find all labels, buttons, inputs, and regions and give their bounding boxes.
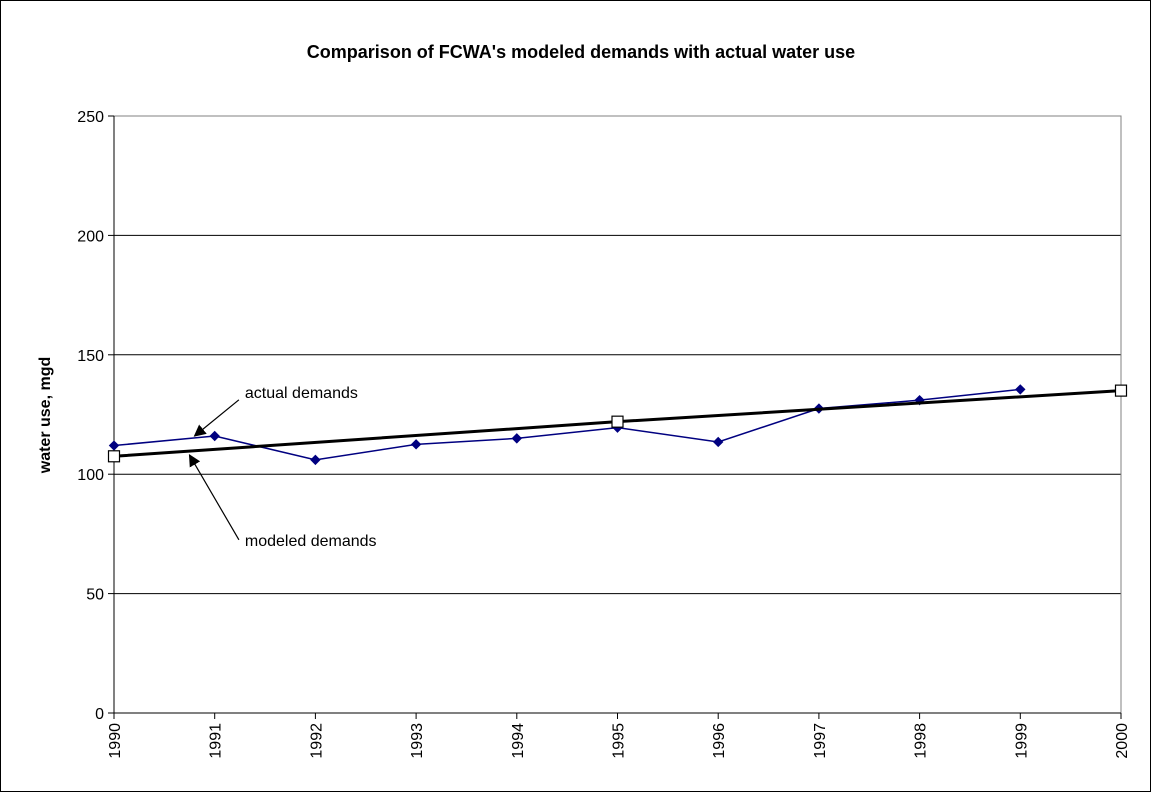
chart-title: Comparison of FCWA's modeled demands wit… xyxy=(307,42,855,62)
point-modeled-2000 xyxy=(1114,384,1128,397)
annotation-arrow-actual xyxy=(193,399,240,437)
annotation-label-actual: actual demands xyxy=(245,385,358,402)
x-axis: 1990 1991 1992 1993 1994 1995 1996 1997 1998 1999… xyxy=(107,712,1131,759)
x-tick-label-2000: 2000 xyxy=(1114,723,1131,759)
gridlines xyxy=(114,115,1121,595)
x-tick-label-1992: 1992 xyxy=(308,723,325,759)
y-tick-label-50: 50 xyxy=(86,587,104,604)
point-actual-1994 xyxy=(511,433,523,444)
x-tick-label-1996: 1996 xyxy=(711,723,728,759)
x-tick-label-1991: 1991 xyxy=(208,723,225,759)
point-actual-1990 xyxy=(108,440,120,451)
point-actual-1991 xyxy=(209,430,220,442)
point-actual-1996 xyxy=(712,436,724,448)
x-tick-label-1997: 1997 xyxy=(812,723,829,759)
x-tick-label-1990: 1990 xyxy=(107,723,124,759)
y-tick-label-0: 0 xyxy=(95,706,104,723)
x-tick-label-1999: 1999 xyxy=(1013,723,1030,759)
point-modeled-1990 xyxy=(107,450,121,463)
x-tick-label-1994: 1994 xyxy=(510,723,527,759)
series xyxy=(107,384,1128,466)
series-line-actual xyxy=(113,388,1021,461)
point-actual-1993 xyxy=(410,439,422,450)
y-tick-label-200: 200 xyxy=(77,228,104,245)
point-modeled-1995 xyxy=(611,415,624,428)
plot-area xyxy=(113,115,1122,714)
point-actual-1999 xyxy=(1015,384,1026,395)
annotations: actual demands modeled demands xyxy=(188,385,377,550)
y-tick-label-150: 150 xyxy=(77,348,104,365)
x-tick-label-1993: 1993 xyxy=(409,723,426,759)
y-tick-label-250: 250 xyxy=(77,109,104,126)
annotation-label-modeled: modeled demands xyxy=(245,533,377,550)
annotation-arrow-modeled xyxy=(188,454,240,541)
x-tick-label-1998: 1998 xyxy=(913,723,930,759)
x-tick-label-1995: 1995 xyxy=(611,723,628,759)
y-tick-label-100: 100 xyxy=(77,467,104,484)
y-axis-label: water use, mgd xyxy=(37,357,54,474)
y-axis: 0 50 100 150 200 250 xyxy=(77,109,115,723)
point-actual-1992 xyxy=(310,454,321,466)
